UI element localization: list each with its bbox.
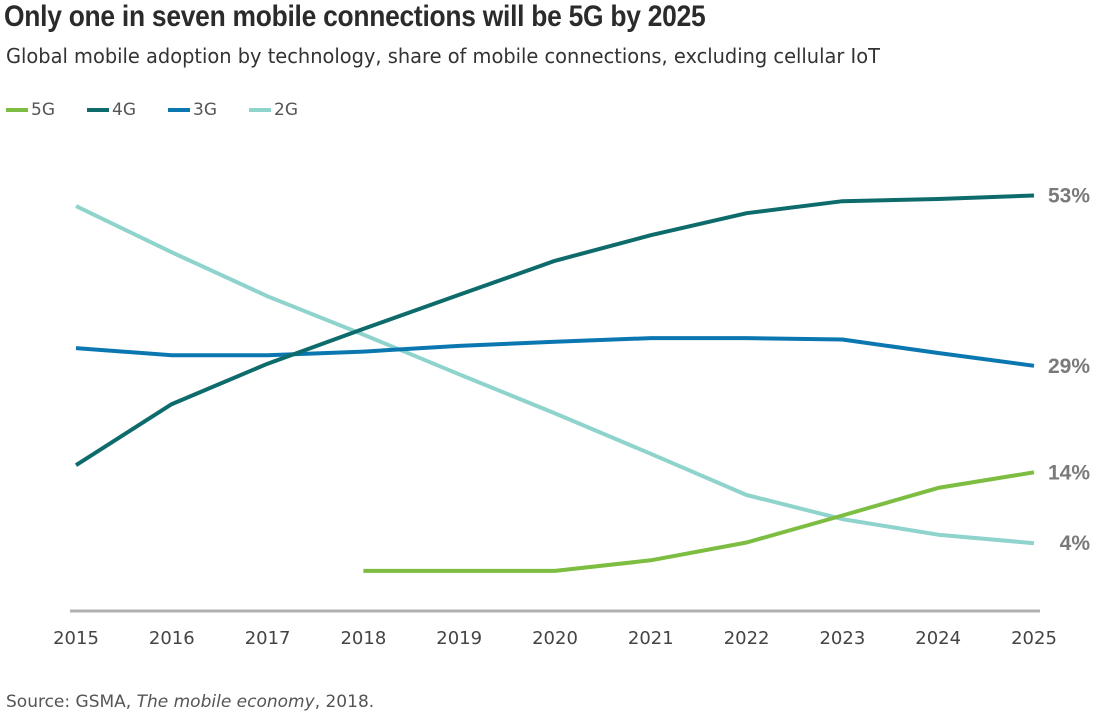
x-tick-label-2019: 2019	[436, 628, 482, 649]
legend-label-4g: 4G	[112, 100, 136, 120]
legend-item-4g: 4G	[87, 100, 136, 120]
series-line-2g	[75, 204, 1035, 546]
series-line-5g	[363, 470, 1035, 573]
legend-swatch-5g	[6, 108, 28, 112]
end-label-2g: 4%	[1060, 532, 1091, 555]
series-line-3g	[75, 336, 1035, 368]
legend-label-2g: 2G	[274, 100, 298, 120]
source-note: Source: GSMA, The mobile economy, 2018.	[6, 692, 374, 712]
legend-item-5g: 5G	[6, 100, 55, 120]
x-tick-label-2018: 2018	[340, 628, 386, 649]
legend-item-3g: 3G	[168, 100, 217, 120]
x-tick-label-2024: 2024	[915, 628, 961, 649]
chart-title: Only one in seven mobile connections wil…	[4, 0, 706, 33]
legend-swatch-3g	[168, 108, 190, 112]
end-label-5g: 14%	[1048, 461, 1090, 484]
source-publication: The mobile economy	[136, 692, 315, 712]
x-tick-label-2016: 2016	[149, 628, 195, 649]
x-tick-label-2025: 2025	[1011, 628, 1057, 649]
x-tick-label-2020: 2020	[532, 628, 578, 649]
x-tick-label-2015: 2015	[53, 628, 99, 649]
legend-swatch-4g	[87, 108, 109, 112]
end-label-3g: 29%	[1048, 355, 1090, 378]
x-tick-label-2017: 2017	[245, 628, 291, 649]
source-suffix: , 2018.	[314, 692, 375, 712]
legend-label-5g: 5G	[31, 100, 55, 120]
series-line-4g	[74, 193, 1035, 467]
source-prefix: Source: GSMA,	[6, 692, 137, 712]
legend-swatch-2g	[249, 108, 271, 112]
chart-subtitle: Global mobile adoption by technology, sh…	[6, 44, 880, 68]
legend-item-2g: 2G	[249, 100, 298, 120]
legend-label-3g: 3G	[193, 100, 217, 120]
end-label-4g: 53%	[1048, 184, 1090, 207]
legend: 5G 4G 3G 2G	[6, 100, 330, 120]
x-tick-label-2022: 2022	[724, 628, 770, 649]
x-tick-label-2021: 2021	[628, 628, 674, 649]
x-tick-label-2023: 2023	[819, 628, 865, 649]
